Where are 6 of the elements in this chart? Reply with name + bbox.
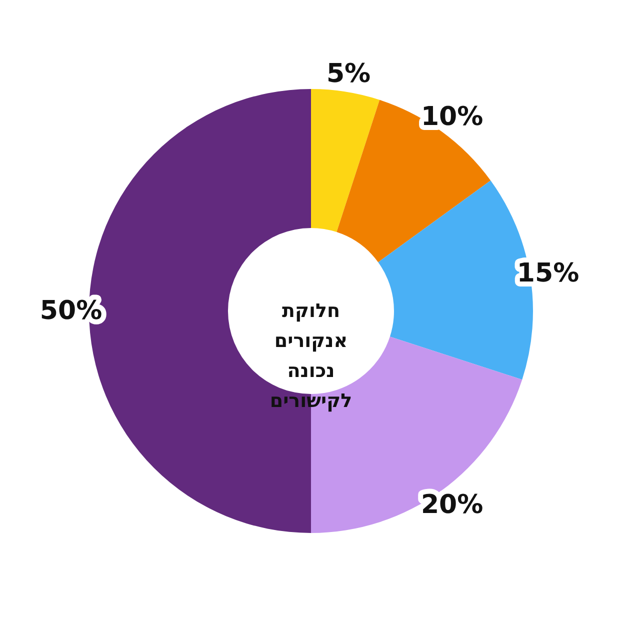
data-label: 10%: [420, 102, 484, 132]
data-label: 5%: [326, 58, 371, 89]
donut-slice: [336, 100, 491, 262]
text: חלוקת אנקורים נכונה לקישורים: [270, 300, 352, 412]
data-label: 20%: [420, 490, 484, 520]
donut-slice: [311, 89, 380, 232]
